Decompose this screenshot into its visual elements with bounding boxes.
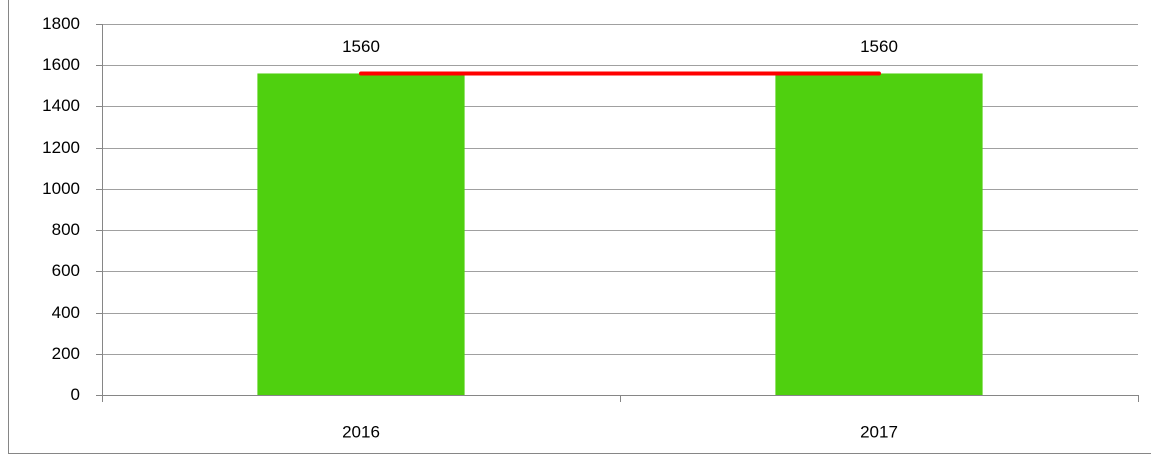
value-label: 1560: [860, 37, 898, 56]
y-tick-label: 1200: [42, 138, 80, 157]
y-tick-label: 0: [71, 385, 80, 404]
value-label: 1560: [342, 37, 380, 56]
y-tick-label: 1000: [42, 179, 80, 198]
bar: [257, 73, 465, 395]
y-tick-label: 1600: [42, 55, 80, 74]
bar: [775, 73, 983, 395]
y-tick-label: 1800: [42, 14, 80, 33]
y-tick-label: 1400: [42, 96, 80, 115]
y-tick-label: 600: [52, 261, 80, 280]
y-tick-label: 200: [52, 344, 80, 363]
y-tick-label: 800: [52, 220, 80, 239]
x-tick-label: 2017: [860, 422, 898, 441]
x-tick-label: 2016: [342, 422, 380, 441]
y-tick-label: 400: [52, 303, 80, 322]
